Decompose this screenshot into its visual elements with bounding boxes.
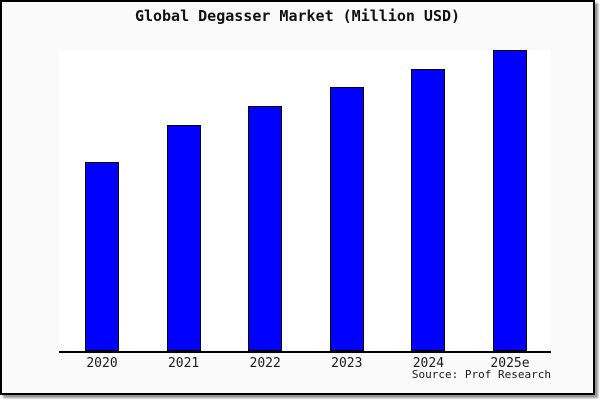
x-tick-label-2022: 2022 <box>249 356 281 371</box>
chart-title: Global Degasser Market (Million USD) <box>134 7 461 25</box>
bar-2021 <box>166 125 201 351</box>
x-tick-label-2021: 2021 <box>167 356 200 371</box>
bar-2023 <box>329 87 364 351</box>
bar-2024 <box>411 69 446 351</box>
plot-area <box>59 50 551 353</box>
x-tick-label-2025e: 2025e <box>490 356 530 371</box>
bar-2020 <box>85 162 119 351</box>
x-axis-labels: 2020 2021 2022 2023 2024 2025e <box>2 356 593 372</box>
x-tick-label-2020: 2020 <box>86 356 118 371</box>
x-tick-label-2024: 2024 <box>412 356 445 371</box>
bar-2025e <box>493 50 527 351</box>
source-note: Source: Prof Research <box>411 368 551 381</box>
x-tick-label-2023: 2023 <box>331 356 363 371</box>
chart-frame: Global Degasser Market (Million USD) 202… <box>0 0 595 395</box>
bar-2022 <box>248 106 283 351</box>
